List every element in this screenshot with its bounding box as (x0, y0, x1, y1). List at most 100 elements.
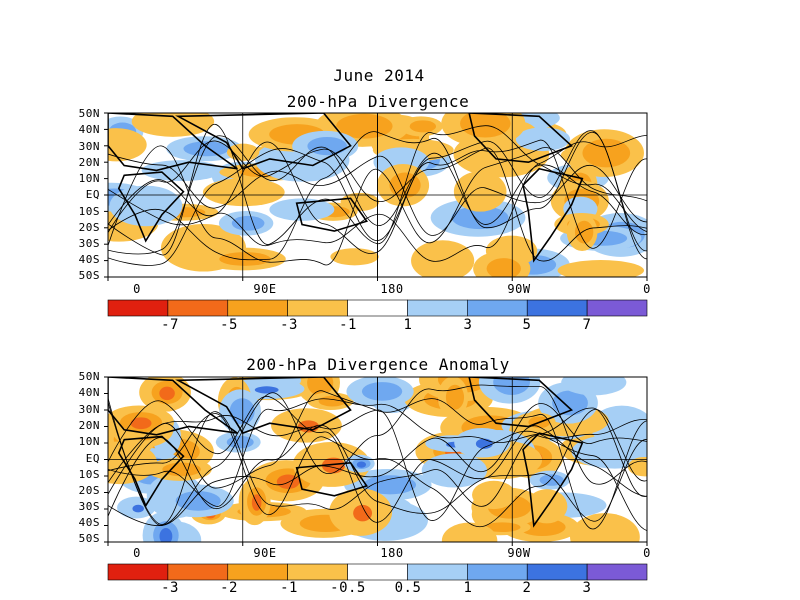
zero-contour (108, 124, 647, 256)
colorbar-swatch (227, 563, 288, 581)
lon-label: 0 (133, 282, 141, 296)
colorbar-label: 7 (582, 317, 592, 333)
colorbar-swatch (467, 563, 528, 581)
lat-label: 40N (78, 123, 100, 136)
convergence-area (441, 522, 498, 542)
lon-label: 0 (133, 546, 141, 560)
lat-label: 30S (78, 500, 100, 513)
lon-label: 180 (380, 546, 404, 560)
divergence-area (451, 206, 509, 230)
divergence-area (561, 377, 627, 396)
coastline (522, 167, 584, 263)
coastline (522, 432, 584, 528)
divergence-area (515, 127, 571, 152)
convergence-core (276, 474, 300, 489)
lat-label: 20N (78, 419, 100, 432)
coastline (117, 171, 185, 243)
divergence-area (183, 141, 230, 157)
zero-contour (108, 390, 647, 530)
field-layer (108, 377, 647, 542)
coastline (468, 377, 574, 428)
lat-label: 20S (78, 484, 100, 497)
lat-label: 40S (78, 253, 100, 266)
colorbar-swatch (287, 563, 348, 581)
lat-label: 10N (78, 435, 100, 448)
colorbar-label: -3 (280, 317, 298, 333)
zero-contour (108, 139, 647, 254)
zero-contour (108, 384, 647, 526)
convergence-core (159, 386, 175, 401)
convergence-area (582, 138, 631, 168)
lat-label: 10S (78, 205, 100, 218)
zero-contour (108, 134, 647, 262)
coastline (295, 461, 369, 497)
coastline (295, 197, 369, 232)
convergence-area (570, 513, 640, 542)
colorbar-swatch (526, 563, 588, 581)
lat-label: 50S (78, 532, 100, 545)
lon-label: 0 (643, 282, 651, 296)
convergence-core (297, 420, 320, 433)
lat-label: 50S (78, 269, 100, 282)
lon-label: 180 (380, 282, 404, 296)
lat-label: 30N (78, 140, 100, 153)
colorbar-label: -1 (339, 317, 357, 333)
divergence-area (109, 185, 183, 227)
zero-contour (108, 145, 647, 265)
divergence-area (493, 377, 531, 395)
lat-label: 20S (78, 221, 100, 234)
convergence-area (409, 120, 437, 133)
lat-label: 30N (78, 403, 100, 416)
coastline (117, 435, 185, 508)
lat-label: EQ (85, 188, 100, 201)
lon-label: 90W (507, 546, 531, 560)
lat-label: 10S (78, 468, 100, 481)
lat-label: 30S (78, 237, 100, 250)
coastline (468, 113, 574, 164)
colorbar-label: 5 (522, 317, 532, 333)
lon-label: 90W (507, 282, 531, 296)
lat-label: 20N (78, 156, 100, 169)
zero-contour (108, 402, 647, 525)
convergence-area (330, 248, 379, 266)
zero-contour (108, 131, 647, 261)
colorbar-label: -5 (220, 317, 238, 333)
colorbar-label: -2 (220, 580, 238, 596)
divergence-area (363, 475, 417, 495)
divergence-core (356, 461, 366, 468)
colorbar-label: 3 (463, 317, 473, 333)
colorbar-label: -7 (161, 317, 179, 333)
panel-2-title: 200-hPa Divergence Anomaly (246, 355, 510, 374)
divergence-area (231, 215, 265, 231)
lat-label: 40N (78, 386, 100, 399)
convergence-area (445, 384, 465, 410)
divergence-area (361, 382, 403, 401)
lat-label: 40S (78, 516, 100, 529)
colorbar-label: -3 (161, 580, 179, 596)
lat-label: EQ (85, 452, 100, 465)
convergence-area (574, 220, 594, 244)
colorbar-label: 2 (522, 580, 532, 596)
convergence-area (108, 128, 147, 162)
colorbar-swatch (407, 563, 468, 581)
convergence-area (518, 518, 566, 537)
coastline (175, 377, 352, 435)
colorbar-label: 3 (582, 580, 592, 596)
colorbar-label: -0.5 (330, 580, 366, 596)
convergence-area (162, 462, 201, 477)
panel-1-title: 200-hPa Divergence (286, 92, 470, 111)
lat-label: 50N (78, 370, 100, 383)
lon-label: 90E (253, 282, 277, 296)
colorbar-swatch (586, 299, 648, 317)
coastline (108, 113, 238, 172)
divergence-area (539, 474, 564, 486)
colorbar-swatch (347, 563, 408, 581)
divergence-area (552, 390, 588, 416)
convergence-area (484, 522, 521, 533)
zero-contour (108, 153, 647, 236)
colorbar-label: 0.5 (394, 580, 422, 596)
lat-label: 10N (78, 172, 100, 185)
convergence-area (557, 260, 645, 277)
